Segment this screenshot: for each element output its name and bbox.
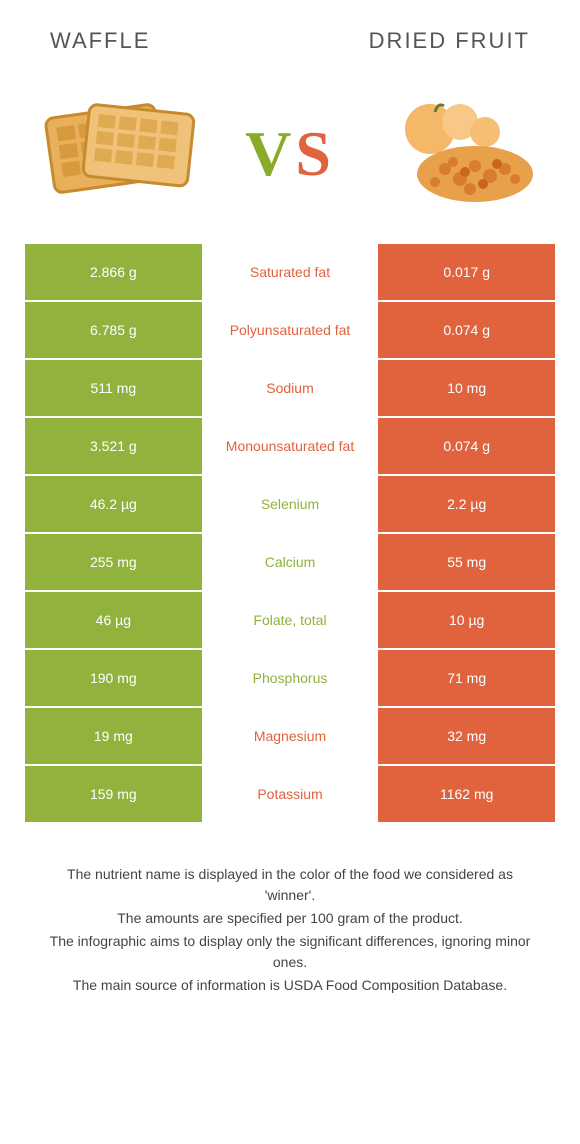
nutrient-label: Polyunsaturated fat xyxy=(202,302,379,358)
table-row: 159 mgPotassium1162 mg xyxy=(25,766,555,822)
table-row: 6.785 gPolyunsaturated fat0.074 g xyxy=(25,302,555,358)
right-value: 32 mg xyxy=(378,708,555,764)
nutrient-label: Saturated fat xyxy=(202,244,379,300)
left-value: 255 mg xyxy=(25,534,202,590)
left-value: 19 mg xyxy=(25,708,202,764)
footer-line: The nutrient name is displayed in the co… xyxy=(40,864,540,906)
left-value: 6.785 g xyxy=(25,302,202,358)
waffle-image xyxy=(30,89,210,219)
nutrient-label: Monounsaturated fat xyxy=(202,418,379,474)
table-row: 3.521 gMonounsaturated fat0.074 g xyxy=(25,418,555,474)
table-row: 19 mgMagnesium32 mg xyxy=(25,708,555,764)
right-value: 55 mg xyxy=(378,534,555,590)
right-value: 71 mg xyxy=(378,650,555,706)
left-value: 46 µg xyxy=(25,592,202,648)
left-value: 3.521 g xyxy=(25,418,202,474)
right-value: 1162 mg xyxy=(378,766,555,822)
hero-row: VS xyxy=(0,64,580,244)
footer-line: The main source of information is USDA F… xyxy=(40,975,540,996)
nutrient-label: Phosphorus xyxy=(202,650,379,706)
left-value: 2.866 g xyxy=(25,244,202,300)
dried-fruit-image xyxy=(370,89,550,219)
nutrient-label: Magnesium xyxy=(202,708,379,764)
footer-notes: The nutrient name is displayed in the co… xyxy=(0,824,580,996)
nutrient-label: Potassium xyxy=(202,766,379,822)
table-row: 46.2 µgSelenium2.2 µg xyxy=(25,476,555,532)
right-value: 10 mg xyxy=(378,360,555,416)
table-row: 190 mgPhosphorus71 mg xyxy=(25,650,555,706)
right-value: 0.074 g xyxy=(378,418,555,474)
right-food-title: Dried fruit xyxy=(369,28,530,54)
header: Waffle Dried fruit xyxy=(0,0,580,64)
left-value: 190 mg xyxy=(25,650,202,706)
vs-label: VS xyxy=(245,117,335,191)
nutrient-label: Calcium xyxy=(202,534,379,590)
left-value: 159 mg xyxy=(25,766,202,822)
table-row: 511 mgSodium10 mg xyxy=(25,360,555,416)
left-value: 511 mg xyxy=(25,360,202,416)
left-food-title: Waffle xyxy=(50,28,150,54)
comparison-table: 2.866 gSaturated fat0.017 g6.785 gPolyun… xyxy=(0,244,580,822)
table-row: 46 µgFolate, total10 µg xyxy=(25,592,555,648)
right-value: 0.017 g xyxy=(378,244,555,300)
nutrient-label: Selenium xyxy=(202,476,379,532)
nutrient-label: Sodium xyxy=(202,360,379,416)
vs-s: S xyxy=(295,118,335,189)
footer-line: The amounts are specified per 100 gram o… xyxy=(40,908,540,929)
table-row: 255 mgCalcium55 mg xyxy=(25,534,555,590)
vs-v: V xyxy=(245,118,295,189)
right-value: 0.074 g xyxy=(378,302,555,358)
nutrient-label: Folate, total xyxy=(202,592,379,648)
right-value: 10 µg xyxy=(378,592,555,648)
right-value: 2.2 µg xyxy=(378,476,555,532)
left-value: 46.2 µg xyxy=(25,476,202,532)
footer-line: The infographic aims to display only the… xyxy=(40,931,540,973)
table-row: 2.866 gSaturated fat0.017 g xyxy=(25,244,555,300)
